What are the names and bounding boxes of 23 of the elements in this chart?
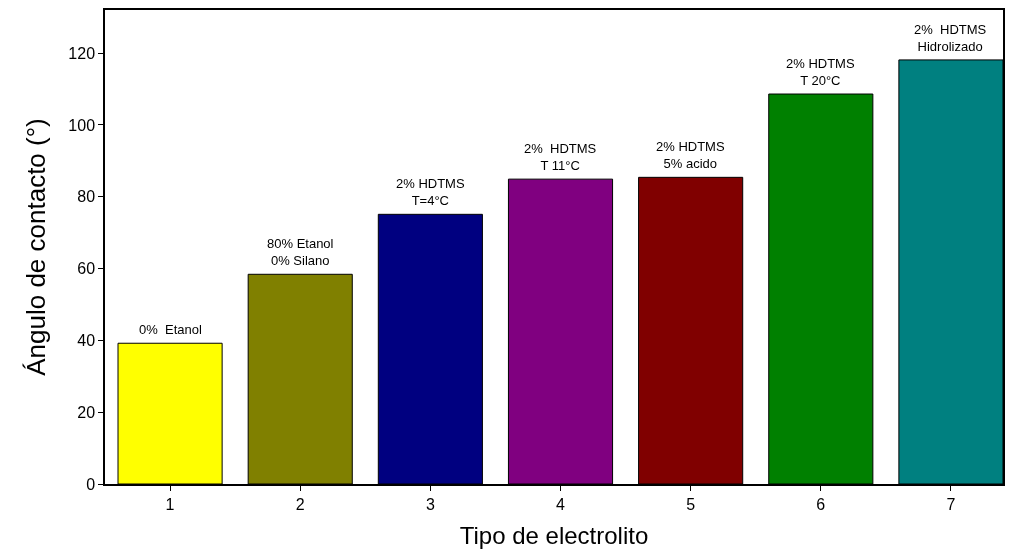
y-tick-label: 40 bbox=[77, 331, 96, 349]
x-tick-label: 4 bbox=[556, 495, 566, 513]
y-axis-title: Ángulo de contacto (°) bbox=[21, 118, 52, 376]
x-tick-label: 1 bbox=[165, 495, 175, 513]
x-tick-label: 6 bbox=[816, 495, 826, 513]
annotation: 2% HDTMS Hidrolizado bbox=[914, 22, 987, 54]
x-tick-label: 5 bbox=[686, 495, 696, 513]
annotation: 2% HDTMS T=4°C bbox=[396, 176, 465, 208]
annotation: 2% HDTMS T 11°C bbox=[524, 141, 597, 173]
y-tick-label: 0 bbox=[86, 475, 96, 493]
x-tick-label: 7 bbox=[946, 495, 956, 513]
annotation: 80% Etanol 0% Silano bbox=[267, 236, 334, 268]
y-tick-label: 20 bbox=[77, 403, 96, 421]
annotation: 2% HDTMS 5% acido bbox=[656, 139, 725, 171]
x-axis-title: Tipo de electrolito bbox=[459, 521, 649, 549]
y-tick-label: 60 bbox=[77, 260, 96, 278]
x-tick-label: 3 bbox=[425, 495, 435, 513]
y-tick-label: 100 bbox=[68, 116, 96, 134]
annotation: 0% Etanol bbox=[139, 322, 202, 337]
x-tick-label: 2 bbox=[295, 495, 305, 513]
y-tick-label: 80 bbox=[77, 188, 96, 206]
annotation: 2% HDTMS T 20°C bbox=[786, 56, 855, 88]
y-tick-label: 120 bbox=[68, 44, 96, 62]
